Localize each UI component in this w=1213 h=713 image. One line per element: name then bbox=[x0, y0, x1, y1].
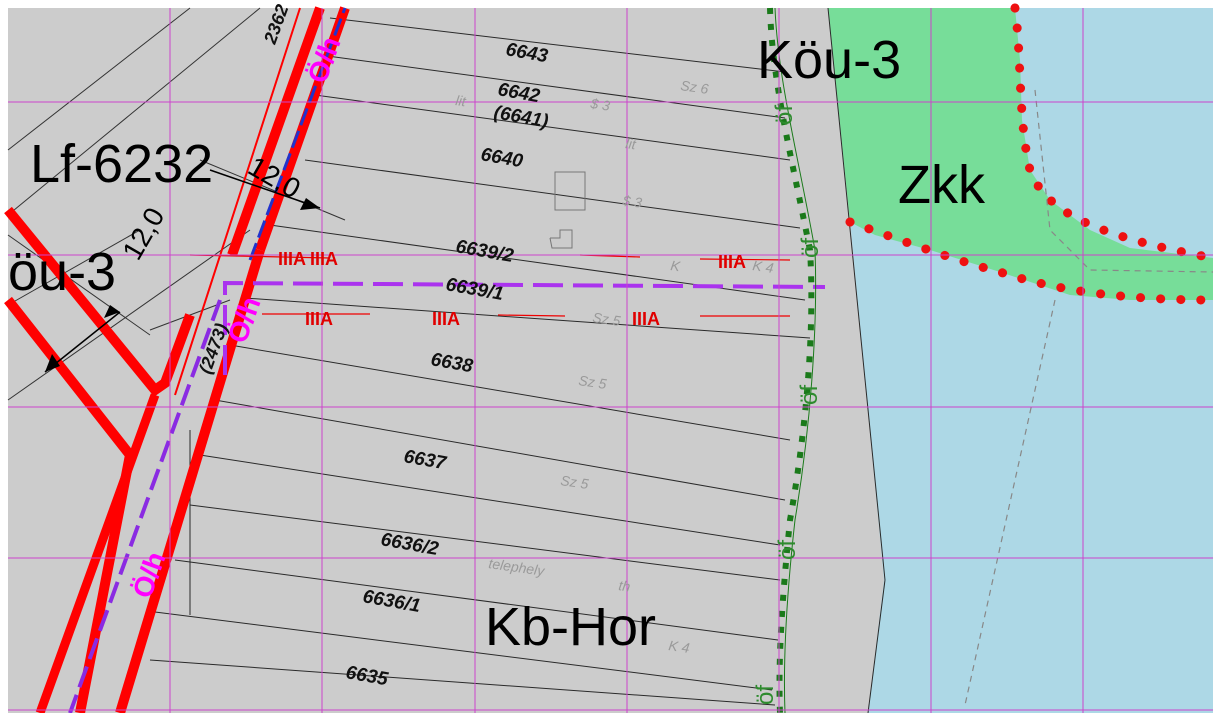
of-label-4: öf bbox=[774, 540, 801, 560]
zone-kbhor: Kb-Hor bbox=[485, 597, 656, 657]
hatch-mark-2: IIIA bbox=[310, 249, 338, 269]
building-outlines bbox=[549, 171, 586, 249]
green-boundary-thin bbox=[774, 7, 817, 713]
hatch-mark-6: IIIA bbox=[632, 309, 660, 329]
faint-label-lit2: lit bbox=[625, 135, 638, 152]
hatch-mark-5: IIIA bbox=[432, 309, 460, 329]
arrowhead-2 bbox=[45, 354, 60, 372]
of-label-3: öf bbox=[796, 385, 823, 405]
left-construction-lines bbox=[7, 7, 346, 401]
zone-lf6232: Lf-6232 bbox=[30, 134, 213, 194]
magenta-grid bbox=[8, 8, 1213, 713]
of-label-2: öf bbox=[797, 238, 824, 258]
arrowhead-3 bbox=[104, 305, 120, 318]
hatch-mark-3: IIIA bbox=[718, 252, 746, 272]
zone-zkk: Zkk bbox=[898, 155, 986, 215]
hatch-mark-1: IIIA bbox=[278, 249, 306, 269]
faint-label-k: K bbox=[670, 257, 682, 274]
faint-label-sz5b: Sz 5 bbox=[578, 372, 608, 392]
faint-label-s3a: $ 3 bbox=[589, 95, 612, 114]
of-label-1: öf bbox=[771, 105, 798, 125]
faint-label-sz5c: Sz 5 bbox=[560, 472, 590, 492]
purple-boundary bbox=[223, 280, 826, 375]
green-zone-zkk bbox=[828, 8, 1213, 300]
faint-label-sz6: Sz 6 bbox=[680, 77, 710, 97]
zone-kou3-left: öu-3 bbox=[8, 242, 116, 302]
water-dashed-lines bbox=[964, 89, 1213, 706]
arrowhead-1 bbox=[300, 198, 320, 210]
faint-label-s3b: $ 3 bbox=[621, 192, 644, 211]
red-dotted-boundary bbox=[1010, 3, 1213, 263]
hatch-mark-4: IIIA bbox=[305, 309, 333, 329]
faint-label-lit1: lit bbox=[455, 92, 468, 109]
faint-label-sz5a: Sz 5 bbox=[592, 309, 622, 329]
road-axis bbox=[68, 7, 347, 713]
faint-label-k4a: K 4 bbox=[752, 257, 775, 276]
faint-label-th: th bbox=[618, 577, 632, 594]
faint-label-telephely: telephely bbox=[488, 555, 547, 579]
faint-label-k4b: K 4 bbox=[668, 637, 691, 656]
green-boundary bbox=[767, 7, 815, 713]
of-label-5: öf bbox=[752, 685, 779, 705]
dimension-arrows bbox=[44, 169, 321, 373]
zone-kou3-top: Köu-3 bbox=[757, 30, 901, 90]
red-dotted-boundary-lower bbox=[845, 217, 1213, 305]
